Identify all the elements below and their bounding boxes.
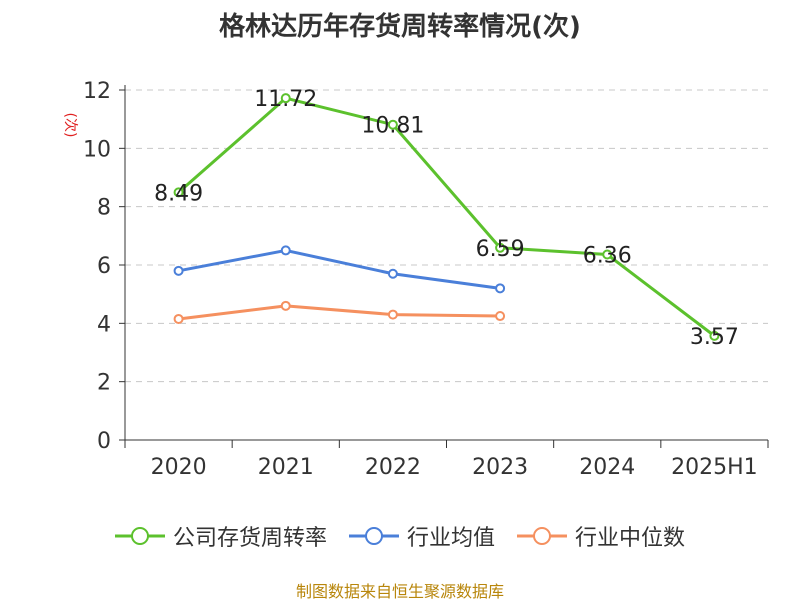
legend-swatch-industry-median bbox=[517, 527, 567, 545]
data-point bbox=[280, 93, 291, 104]
data-point bbox=[173, 265, 184, 276]
x-tick-label: 2022 bbox=[365, 455, 421, 480]
legend: 公司存货周转率 行业均值 行业中位数 bbox=[0, 520, 800, 552]
data-point bbox=[173, 313, 184, 324]
y-tick-label: 10 bbox=[83, 137, 111, 162]
series-line bbox=[177, 96, 716, 338]
data-point bbox=[387, 309, 398, 320]
chart-title: 格林达历年存货周转率情况(次) bbox=[219, 12, 581, 42]
x-tick-label: 2024 bbox=[579, 455, 635, 480]
grid-layer bbox=[125, 89, 768, 383]
series-line bbox=[178, 304, 501, 321]
legend-item-company[interactable]: 公司存货周转率 bbox=[114, 520, 327, 552]
data-label: 10.81 bbox=[361, 114, 424, 139]
y-tick-label: 8 bbox=[97, 196, 111, 221]
x-tick-label: 2025H1 bbox=[671, 455, 758, 480]
label-layer: 8.49 11.72 10.81 6.59 6.36 3.57 bbox=[154, 87, 739, 350]
series-layer bbox=[173, 93, 720, 341]
y-axis-label: (次) bbox=[62, 113, 78, 138]
data-label: 6.59 bbox=[476, 237, 525, 262]
legend-swatch-company bbox=[114, 527, 165, 545]
data-point bbox=[280, 245, 291, 256]
data-label: 8.49 bbox=[154, 181, 203, 206]
x-tick-label: 2021 bbox=[258, 455, 314, 480]
legend-item-industry-median[interactable]: 行业中位数 bbox=[517, 520, 685, 552]
axis-layer: 0 2 4 6 8 10 12 (次) 2020 2021 2022 2023 2024 2025H1 bbox=[62, 79, 769, 480]
data-point bbox=[495, 283, 506, 294]
legend-label-company: 公司存货周转率 bbox=[172, 526, 327, 551]
y-tick-label: 12 bbox=[83, 79, 111, 104]
data-point bbox=[387, 268, 398, 279]
data-label: 3.57 bbox=[690, 325, 739, 350]
data-point bbox=[495, 311, 506, 322]
data-point bbox=[495, 242, 506, 253]
series-line bbox=[178, 248, 501, 290]
y-tick-label: 6 bbox=[97, 254, 111, 279]
data-point bbox=[602, 249, 613, 260]
legend-label-industry-mean: 行业均值 bbox=[406, 526, 495, 551]
data-point bbox=[280, 300, 291, 311]
data-label: 11.72 bbox=[254, 87, 317, 112]
x-tick-label: 2020 bbox=[151, 455, 207, 480]
source-note: 制图数据来自恒生聚源数据库 bbox=[295, 582, 504, 601]
legend-label-industry-median: 行业中位数 bbox=[575, 526, 686, 551]
data-label: 6.36 bbox=[583, 244, 632, 269]
data-point bbox=[387, 119, 398, 130]
y-tick-label: 0 bbox=[97, 429, 111, 454]
legend-swatch-industry-mean bbox=[348, 527, 399, 545]
x-tick-label: 2023 bbox=[472, 455, 528, 480]
data-point bbox=[709, 330, 720, 341]
legend-item-industry-mean[interactable]: 行业均值 bbox=[348, 520, 495, 552]
y-tick-label: 4 bbox=[97, 312, 111, 337]
data-point bbox=[173, 187, 184, 198]
y-tick-label: 2 bbox=[97, 371, 111, 396]
